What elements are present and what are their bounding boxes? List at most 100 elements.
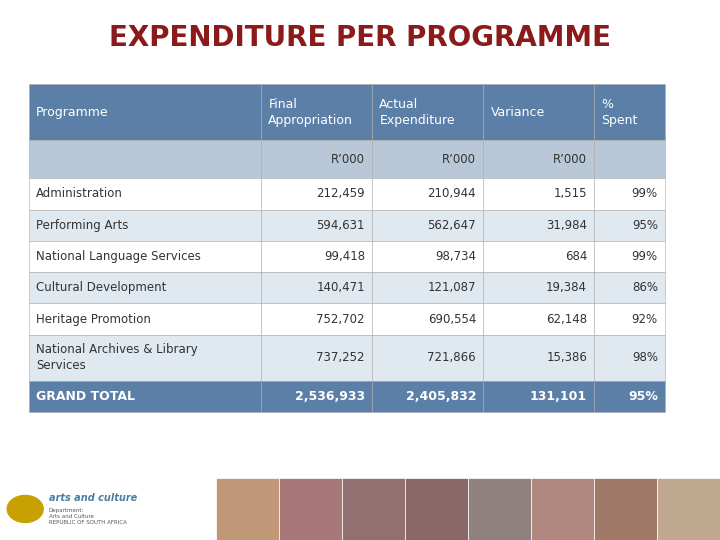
Bar	[29, 303, 261, 335]
Text: R’000: R’000	[331, 153, 365, 166]
Bar	[261, 210, 372, 241]
Text: 721,866: 721,866	[428, 351, 476, 364]
Text: 131,101: 131,101	[530, 390, 587, 403]
Text: 62,148: 62,148	[546, 313, 587, 326]
Text: 1,515: 1,515	[554, 187, 587, 200]
Bar	[594, 381, 665, 412]
Bar	[29, 84, 261, 140]
Text: 737,252: 737,252	[316, 351, 365, 364]
Text: Performing Arts: Performing Arts	[36, 219, 128, 232]
Text: 121,087: 121,087	[428, 281, 476, 294]
Bar	[594, 335, 665, 381]
Bar	[372, 210, 483, 241]
Bar	[29, 381, 261, 412]
Bar	[261, 84, 372, 140]
Text: 95%: 95%	[628, 390, 658, 403]
Bar	[0, 478, 216, 540]
Bar	[29, 272, 261, 303]
Bar	[594, 303, 665, 335]
Bar	[483, 84, 594, 140]
Text: 99,418: 99,418	[324, 250, 365, 263]
Bar	[29, 241, 261, 272]
Bar	[279, 478, 342, 540]
Bar	[594, 272, 665, 303]
Bar	[483, 303, 594, 335]
Bar	[594, 84, 665, 140]
Text: EXPENDITURE PER PROGRAMME: EXPENDITURE PER PROGRAMME	[109, 24, 611, 52]
Text: 2,405,832: 2,405,832	[405, 390, 476, 403]
Text: Programme: Programme	[36, 105, 109, 119]
Circle shape	[7, 496, 43, 523]
Bar	[483, 381, 594, 412]
Text: Variance: Variance	[490, 105, 544, 119]
Text: National Archives & Library
Services: National Archives & Library Services	[36, 343, 198, 372]
Text: Cultural Development: Cultural Development	[36, 281, 166, 294]
Bar	[483, 210, 594, 241]
Text: 15,386: 15,386	[546, 351, 587, 364]
Text: 86%: 86%	[631, 281, 658, 294]
Bar	[261, 381, 372, 412]
Text: Actual
Expenditure: Actual Expenditure	[379, 98, 455, 126]
Text: 19,384: 19,384	[546, 281, 587, 294]
Bar	[372, 84, 483, 140]
Bar	[261, 335, 372, 381]
Bar	[372, 381, 483, 412]
Bar	[372, 140, 483, 178]
Bar	[372, 178, 483, 210]
Text: 99%: 99%	[631, 250, 658, 263]
Bar	[483, 178, 594, 210]
Bar	[372, 241, 483, 272]
Text: 99%: 99%	[631, 187, 658, 200]
Text: 98%: 98%	[631, 351, 658, 364]
Bar	[372, 303, 483, 335]
Text: 684: 684	[564, 250, 587, 263]
Bar	[483, 140, 594, 178]
Text: 2,536,933: 2,536,933	[294, 390, 365, 403]
Bar	[483, 272, 594, 303]
Text: %
Spent: % Spent	[601, 98, 638, 126]
Bar	[657, 478, 720, 540]
Bar	[29, 178, 261, 210]
Bar	[594, 478, 657, 540]
Bar	[372, 335, 483, 381]
Text: 31,984: 31,984	[546, 219, 587, 232]
Text: 92%: 92%	[631, 313, 658, 326]
Text: 752,702: 752,702	[316, 313, 365, 326]
Bar	[261, 140, 372, 178]
Bar	[29, 210, 261, 241]
Bar	[483, 335, 594, 381]
Text: R’000: R’000	[553, 153, 587, 166]
Text: 690,554: 690,554	[428, 313, 476, 326]
Bar	[531, 478, 594, 540]
Text: 210,944: 210,944	[428, 187, 476, 200]
Text: Final
Appropriation: Final Appropriation	[269, 98, 353, 126]
Bar	[342, 478, 405, 540]
Bar	[261, 178, 372, 210]
Bar	[372, 272, 483, 303]
Text: 562,647: 562,647	[428, 219, 476, 232]
Bar	[594, 178, 665, 210]
Text: Administration: Administration	[36, 187, 123, 200]
Text: 212,459: 212,459	[316, 187, 365, 200]
Bar	[594, 140, 665, 178]
Bar	[216, 478, 279, 540]
Bar	[594, 241, 665, 272]
Text: 98,734: 98,734	[435, 250, 476, 263]
Text: 140,471: 140,471	[316, 281, 365, 294]
Bar	[261, 303, 372, 335]
Bar	[261, 241, 372, 272]
Bar	[594, 210, 665, 241]
Text: R’000: R’000	[442, 153, 476, 166]
Text: 95%: 95%	[631, 219, 658, 232]
Text: 594,631: 594,631	[316, 219, 365, 232]
Text: arts and culture: arts and culture	[49, 493, 138, 503]
Text: National Language Services: National Language Services	[36, 250, 201, 263]
Bar	[29, 140, 261, 178]
Bar	[261, 272, 372, 303]
Text: Department:
Arts and Culture
REPUBLIC OF SOUTH AFRICA: Department: Arts and Culture REPUBLIC OF…	[49, 508, 127, 525]
Bar	[483, 241, 594, 272]
Text: Heritage Promotion: Heritage Promotion	[36, 313, 151, 326]
Text: GRAND TOTAL: GRAND TOTAL	[36, 390, 135, 403]
Bar	[29, 335, 261, 381]
Bar	[405, 478, 468, 540]
